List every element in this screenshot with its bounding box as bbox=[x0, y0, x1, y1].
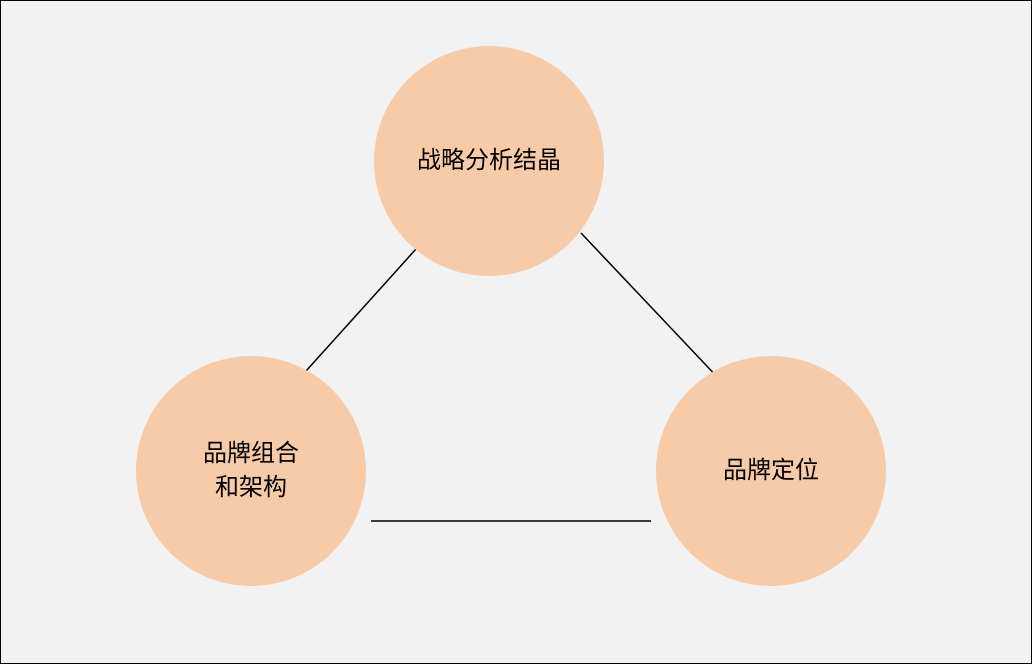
edge-top-left bbox=[306, 249, 416, 371]
node-right-label: 品牌定位 bbox=[723, 454, 819, 488]
diagram-canvas: 战略分析结晶 品牌组合 和架构 品牌定位 bbox=[0, 0, 1032, 664]
edge-top-right bbox=[581, 233, 721, 381]
node-right: 品牌定位 bbox=[656, 356, 886, 586]
node-top-label: 战略分析结晶 bbox=[417, 144, 561, 178]
node-top: 战略分析结晶 bbox=[374, 46, 604, 276]
node-left: 品牌组合 和架构 bbox=[136, 356, 366, 586]
node-left-label: 品牌组合 和架构 bbox=[203, 437, 299, 504]
